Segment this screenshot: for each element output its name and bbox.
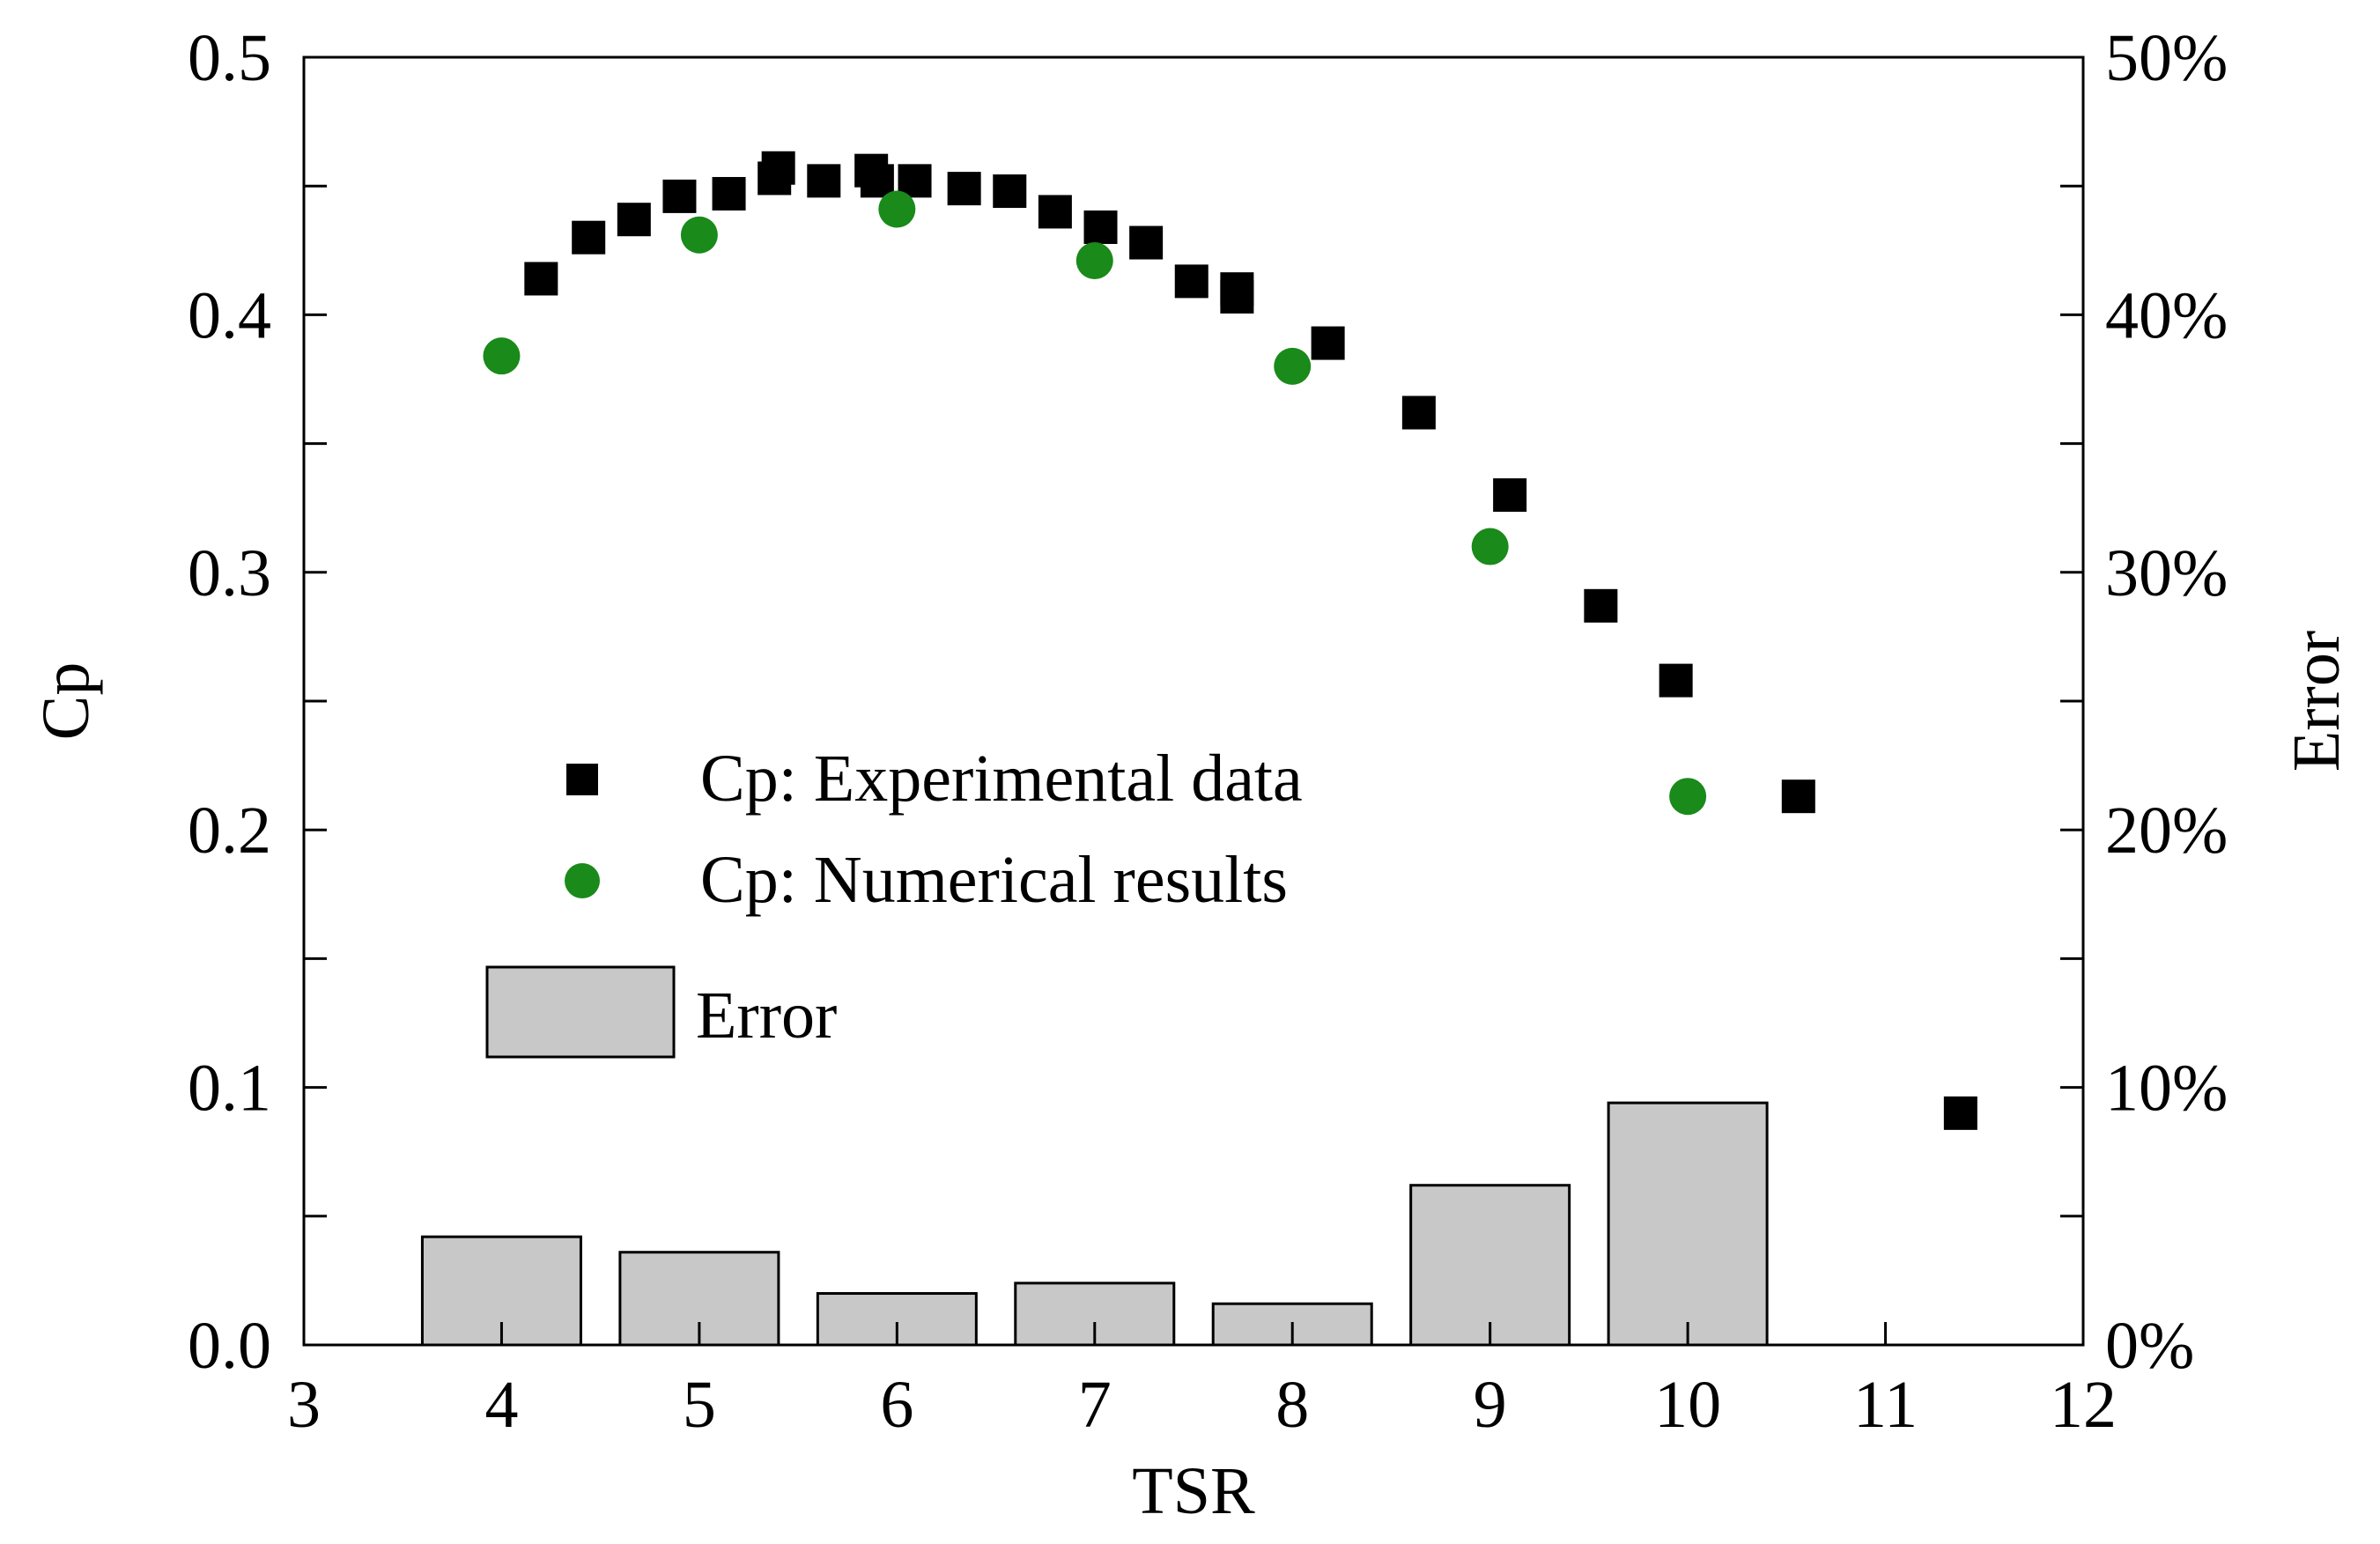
numerical-point <box>1274 347 1312 385</box>
y2-tick-label: 10% <box>2105 1052 2228 1126</box>
y2-tick-label: 0% <box>2105 1309 2194 1383</box>
y-tick-label: 0.0 <box>188 1309 271 1383</box>
experimental-point <box>1493 478 1527 513</box>
experimental-point <box>1038 195 1072 229</box>
experimental-point <box>1584 588 1618 623</box>
x-tick-label: 11 <box>1853 1368 1918 1442</box>
legend-numerical-label: Cp: Numerical results <box>700 843 1288 917</box>
tick-labels: 3 4 5 6 7 8 9 10 11 12 0.0 0% 0.1 10% 0.2 20% 0.3 30% 0.4 4… <box>188 21 2228 1442</box>
x-tick-label: 8 <box>1275 1368 1309 1442</box>
data-points <box>483 151 1977 1130</box>
numerical-point <box>1669 778 1707 816</box>
experimental-point <box>1083 210 1118 244</box>
y2-tick-label: 40% <box>2105 278 2228 352</box>
experimental-point <box>993 174 1027 209</box>
y2-axis-title: Error <box>2280 631 2354 772</box>
y-tick-label: 0.2 <box>188 794 271 868</box>
x-axis-title: TSR <box>1132 1454 1255 1528</box>
experimental-point <box>712 176 746 211</box>
experimental-point <box>662 179 697 213</box>
plot-frame <box>302 55 2085 1347</box>
legend: Cp: Experimental data Cp: Numerical resu… <box>485 742 1303 1059</box>
x-tick-label: 10 <box>1654 1368 1721 1442</box>
experimental-point <box>761 151 795 185</box>
numerical-point <box>483 337 521 375</box>
experimental-point <box>572 220 606 255</box>
numerical-point <box>1075 241 1113 279</box>
experimental-point <box>1781 779 1815 814</box>
x-tick-label: 6 <box>880 1368 913 1442</box>
experimental-point <box>860 164 894 198</box>
x-tick-label: 12 <box>2050 1368 2117 1442</box>
experimental-point <box>947 172 981 206</box>
x-tick-label: 7 <box>1078 1368 1112 1442</box>
y2-tick-label: 50% <box>2105 21 2228 95</box>
legend-experimental-marker <box>566 764 598 795</box>
x-tick-label: 3 <box>287 1368 321 1442</box>
numerical-point <box>1471 528 1509 565</box>
legend-error-swatch <box>485 965 676 1059</box>
experimental-point <box>524 262 558 296</box>
error-bar <box>1409 1184 1571 1347</box>
y2-tick-label: 30% <box>2105 536 2228 610</box>
y-axis-title: Cp <box>29 662 103 741</box>
experimental-point <box>1401 395 1436 430</box>
legend-experimental-label: Cp: Experimental data <box>700 742 1303 816</box>
y-tick-label: 0.1 <box>188 1052 271 1126</box>
experimental-point <box>1129 225 1164 260</box>
legend-error-label: Error <box>696 979 837 1053</box>
x-tick-label: 5 <box>683 1368 716 1442</box>
experimental-point <box>1659 663 1693 698</box>
numerical-point <box>680 216 718 254</box>
experimental-point <box>1174 264 1208 299</box>
experimental-point <box>617 203 651 237</box>
x-tick-label: 9 <box>1474 1368 1507 1442</box>
y-tick-label: 0.4 <box>188 278 271 352</box>
experimental-point <box>1220 279 1254 314</box>
experimental-point <box>1311 326 1345 360</box>
y-tick-label: 0.5 <box>188 21 271 95</box>
x-tick-label: 4 <box>484 1368 518 1442</box>
numerical-point <box>878 190 916 228</box>
experimental-point <box>807 164 841 198</box>
legend-numerical-marker <box>565 863 600 898</box>
error-bars <box>420 1101 1769 1347</box>
y2-tick-label: 20% <box>2105 794 2228 868</box>
experimental-point <box>1943 1096 1977 1130</box>
y-tick-label: 0.3 <box>188 536 271 610</box>
error-bar <box>1607 1101 1769 1347</box>
